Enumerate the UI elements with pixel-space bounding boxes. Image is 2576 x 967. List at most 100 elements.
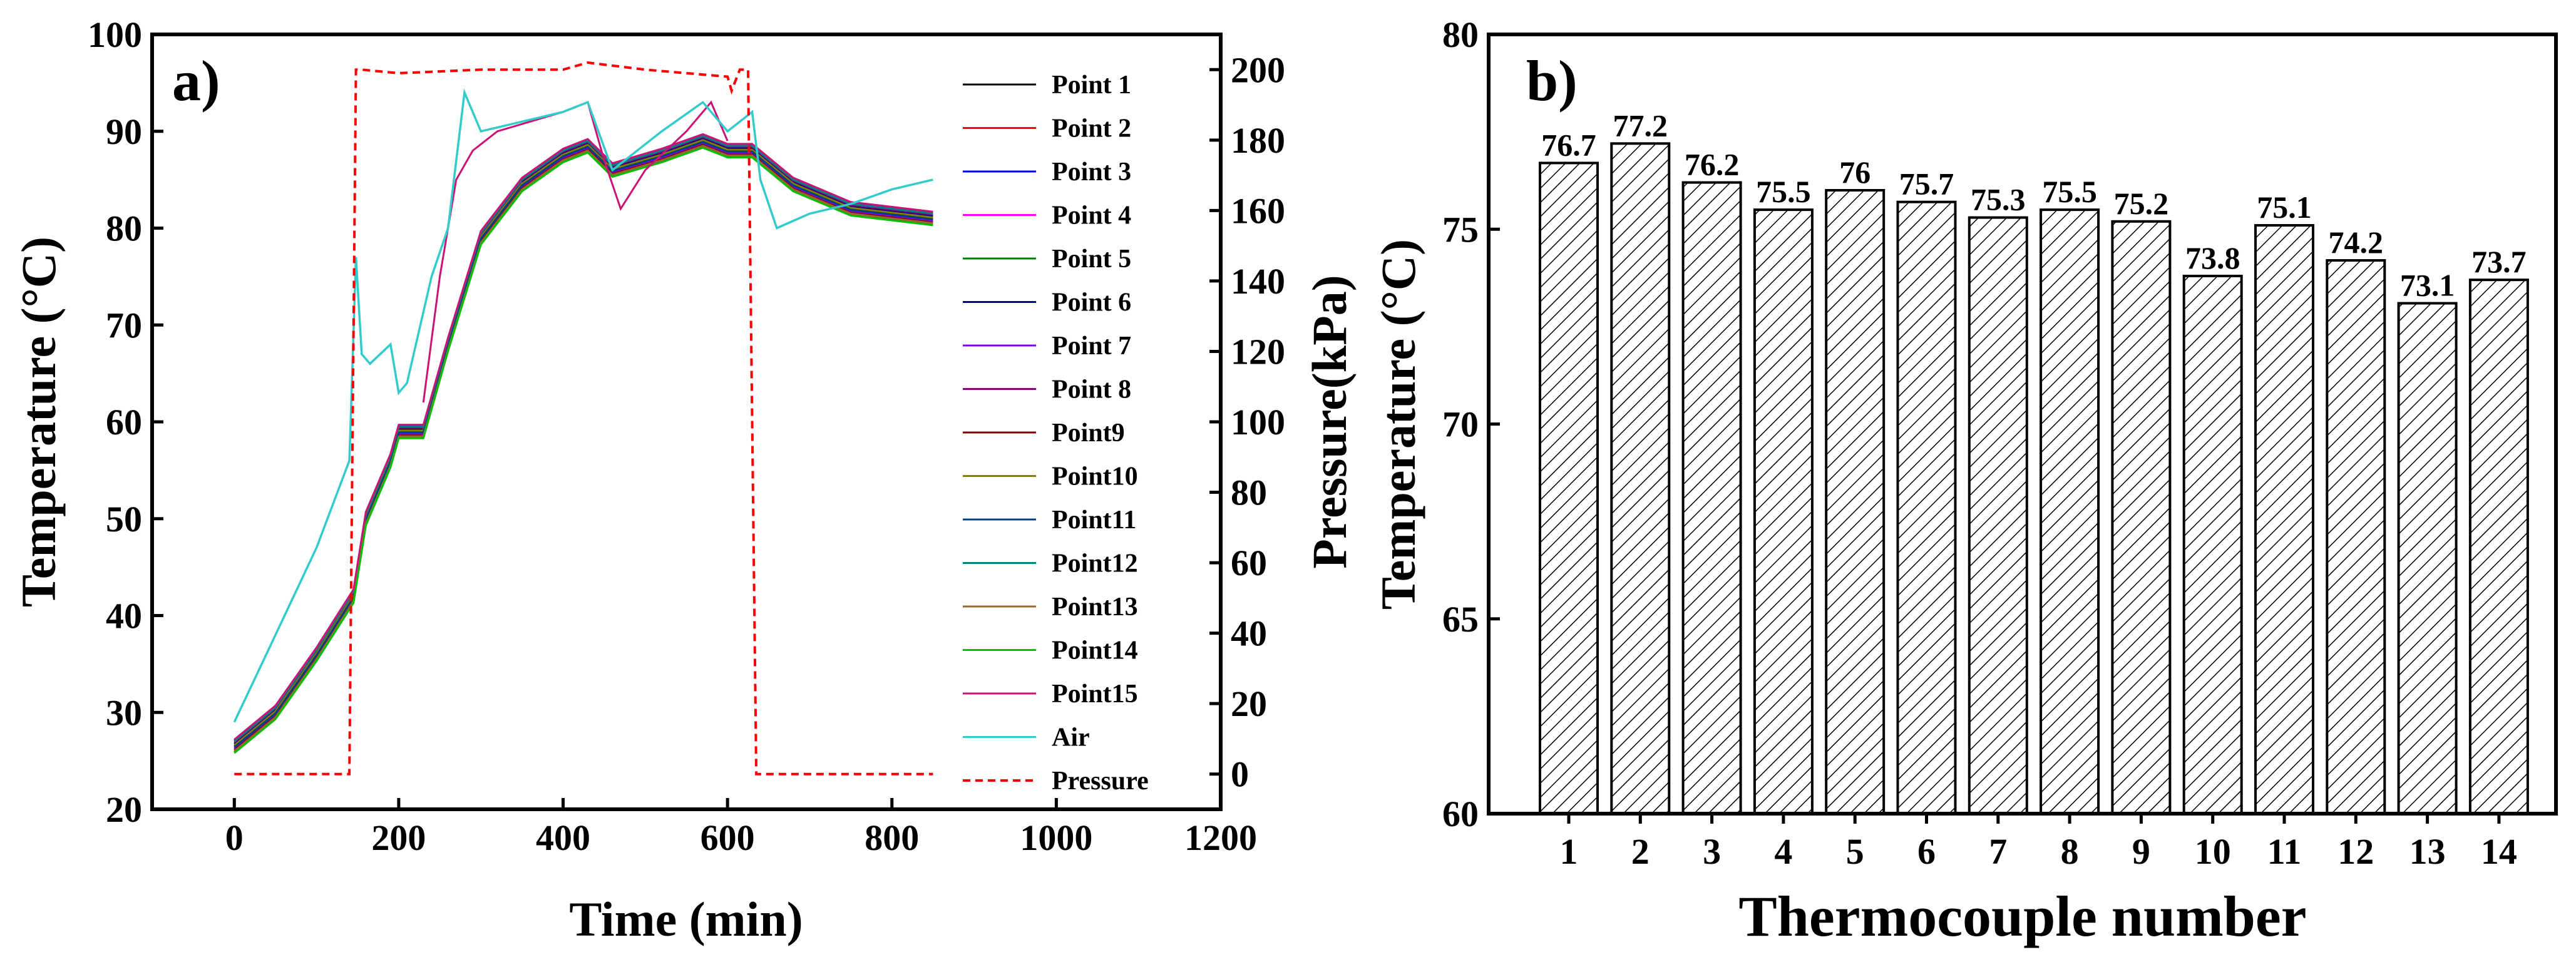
bar-thermocouple-12	[2326, 259, 2386, 815]
legend-label: Point13	[1052, 593, 1138, 622]
panel-a-y-tick-label: 90	[106, 111, 142, 152]
panel-b-x-tick-label: 1	[1560, 831, 1578, 872]
bar-thermocouple-3	[1681, 181, 1742, 815]
panel-a-y2-tick-label: 0	[1231, 754, 1249, 795]
bar-thermocouple-10	[2182, 274, 2243, 815]
legend-label: Point 4	[1052, 202, 1131, 230]
bar-data-label: 75.1	[2257, 190, 2312, 225]
legend-label: Point 8	[1052, 376, 1131, 404]
bar-data-label: 75.5	[2042, 174, 2097, 209]
bar-data-label: 74.2	[2329, 225, 2384, 260]
bar-thermocouple-9	[2111, 220, 2172, 815]
panel-a-y2-tick-label: 180	[1231, 120, 1285, 161]
panel-a-x-tick-label: 1200	[1184, 817, 1257, 858]
bar-data-label: 73.7	[2471, 244, 2527, 279]
panel-a-y-tick-label: 40	[106, 596, 142, 637]
legend-label: Point 2	[1052, 115, 1131, 143]
series-line-10	[233, 139, 933, 747]
panel-a-y-tick-label: 60	[106, 402, 142, 443]
panel-b-label: b)	[1526, 49, 1578, 113]
panel-b-bars: 76.7 77.2 76.2 75.5 76 75.7 75.3 75.5 75.2 73.8 75…	[1539, 108, 2529, 815]
panel-a-label: a)	[172, 49, 220, 113]
panel-a-y-axis-title: Temperature (°C)	[11, 237, 66, 607]
series-line-13	[233, 145, 933, 752]
panel-b-x-tick-label: 4	[1774, 831, 1792, 872]
series-line-3	[233, 134, 933, 742]
legend-label: Point14	[1052, 637, 1138, 665]
panel-a-x-tick-label: 600	[700, 817, 755, 858]
panel-a-x-tick-label: 800	[865, 817, 919, 858]
panel-a-y2-tick-label: 20	[1231, 683, 1267, 724]
legend-label: Point10	[1052, 463, 1138, 491]
series-line-7	[233, 141, 933, 749]
bar-data-label: 76	[1839, 155, 1870, 190]
panel-b-x-tick-label: 8	[2061, 831, 2079, 872]
panel-b-x-tick-label: 3	[1703, 831, 1721, 872]
panel-a-x-tick-label: 1000	[1020, 817, 1092, 858]
panel-a-y-tick-label: 50	[106, 499, 142, 540]
series-line-12	[233, 135, 933, 742]
panel-a-y2-tick-label: 160	[1231, 190, 1285, 231]
bar-data-label: 75.3	[1971, 182, 2026, 217]
bar-thermocouple-8	[2040, 208, 2100, 815]
air-line	[233, 88, 933, 723]
bar-data-label: 76.2	[1685, 147, 1740, 182]
panel-a-y2-tick-label: 200	[1231, 49, 1285, 90]
panel-a-y2-tick-label: 40	[1231, 613, 1267, 654]
panel-b-y-tick-label: 60	[1442, 794, 1479, 834]
series-line-11	[233, 141, 933, 749]
panel-a-y-tick-label: 70	[106, 305, 142, 345]
panel-b-x-tick-label: 5	[1846, 831, 1864, 872]
panel-b-y-tick-label: 65	[1442, 599, 1479, 640]
panel-b-x-tick-label: 9	[2132, 831, 2150, 872]
pressure-line	[234, 61, 933, 775]
legend-label: Point 1	[1052, 71, 1131, 100]
panel-b-y-tick-label: 70	[1442, 404, 1479, 445]
bar-thermocouple-4	[1753, 208, 1814, 815]
panel-a-line-chart: 0 200 400 600 800 1000 12002030405060708090100…	[11, 14, 1357, 946]
legend-label: Point 7	[1052, 332, 1131, 361]
series-line-15	[233, 133, 933, 740]
bar-data-label: 75.7	[1899, 166, 1954, 202]
panel-a-x-tick-label: 200	[371, 817, 426, 858]
panel-a-y2-tick-label: 100	[1231, 402, 1285, 443]
bar-thermocouple-11	[2254, 224, 2314, 815]
series-line-5	[233, 145, 933, 753]
panel-a-y-tick-label: 20	[106, 789, 142, 830]
panel-b-x-tick-label: 7	[1989, 831, 2007, 872]
panel-b-x-tick-label: 11	[2267, 831, 2302, 872]
bar-thermocouple-13	[2397, 302, 2458, 815]
series-line-2	[233, 136, 933, 744]
legend-label: Point12	[1052, 550, 1138, 578]
panel-a-y2-tick-label: 60	[1231, 543, 1267, 583]
bar-data-label: 73.8	[2185, 240, 2240, 275]
legend-label: Air	[1052, 724, 1090, 752]
panel-b-x-tick-label: 10	[2195, 831, 2231, 872]
bar-data-label: 75.5	[1756, 174, 1811, 209]
legend-label: Point 5	[1052, 245, 1131, 274]
panel-b-x-tick-label: 14	[2481, 831, 2517, 872]
panel-b-y-tick-label: 80	[1442, 14, 1479, 55]
bar-data-label: 76.7	[1541, 127, 1596, 162]
panel-a-plot-area	[233, 61, 933, 775]
panel-a-x-tick-label: 0	[225, 817, 244, 858]
panel-b-x-axis-title: Thermocouple number	[1738, 884, 2306, 948]
panel-a-legend: Point 1 Point 2 Point 3 Point 4 Point 5 Point…	[963, 71, 1149, 796]
panel-b-x-tick-label: 13	[2409, 831, 2446, 872]
bar-thermocouple-7	[1968, 216, 2028, 815]
legend-label: Point 3	[1052, 158, 1131, 187]
panel-b-y-axis-title: Temperature (°C)	[1371, 239, 1425, 610]
panel-a-x-axis-title: Time (min)	[569, 892, 803, 946]
panel-a-y2-tick-label: 140	[1231, 261, 1285, 302]
panel-a-axes: 0 200 400 600 800 1000 12002030405060708090100…	[88, 14, 1285, 858]
panel-b-bar-chart: 76.777.276.275.576 75.7 75.3 75.5 75.273.875…	[1371, 14, 2558, 948]
panel-b-x-tick-label: 12	[2337, 831, 2374, 872]
panel-a-y-tick-label: 80	[106, 208, 142, 249]
series-line-8	[233, 136, 933, 744]
panel-b-y-tick-label: 75	[1442, 209, 1479, 250]
legend-label: Point9	[1052, 419, 1125, 448]
panel-a-y-tick-label: 100	[88, 14, 142, 55]
panel-a-y2-tick-label: 120	[1231, 331, 1285, 372]
